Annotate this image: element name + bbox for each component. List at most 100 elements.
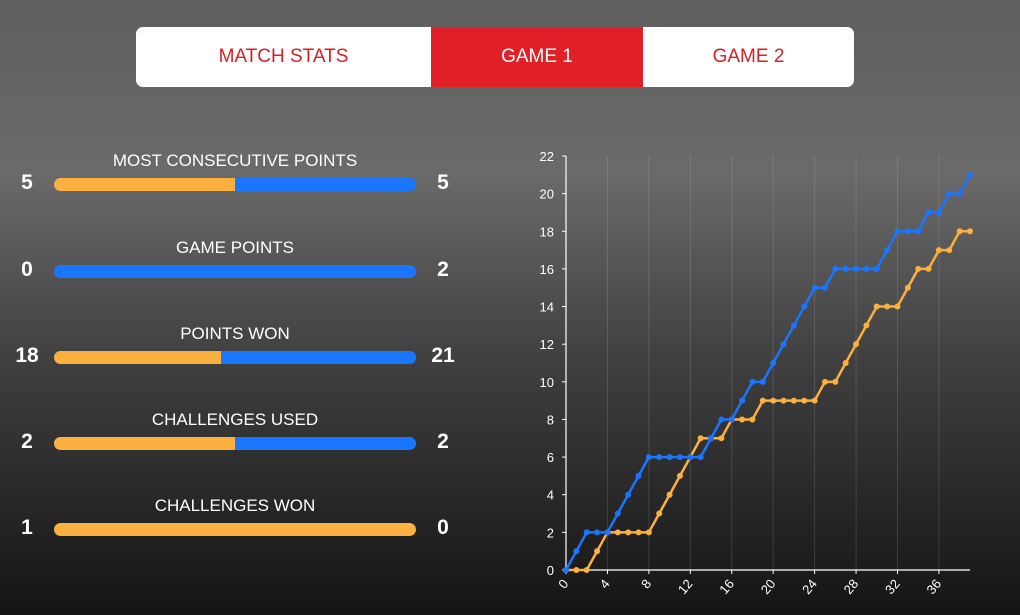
stat-title: CHALLENGES WON bbox=[154, 496, 316, 515]
stat-left-value: 5 bbox=[21, 171, 33, 194]
tab-game-1[interactable]: GAME 1 bbox=[431, 27, 643, 87]
series-point bbox=[790, 322, 797, 329]
bar-right-fill bbox=[221, 351, 416, 364]
series-point bbox=[604, 529, 611, 536]
series-point bbox=[718, 416, 725, 423]
series-point bbox=[635, 529, 642, 536]
series-point bbox=[894, 303, 901, 310]
series-point bbox=[842, 265, 849, 272]
series-point bbox=[915, 228, 922, 235]
tab-game-2[interactable]: GAME 2 bbox=[712, 46, 785, 67]
y-tick-label: 6 bbox=[547, 450, 554, 465]
series-point bbox=[666, 454, 673, 461]
series-point bbox=[697, 435, 704, 442]
series-point bbox=[583, 567, 590, 573]
stat-title: GAME POINTS bbox=[175, 238, 295, 257]
series-point bbox=[583, 529, 590, 536]
stat-left-value: 18 bbox=[15, 344, 39, 367]
series-point bbox=[728, 416, 735, 423]
y-tick-label: 10 bbox=[540, 375, 554, 390]
series-point bbox=[863, 265, 870, 272]
series-point bbox=[894, 228, 901, 235]
series-point bbox=[853, 265, 860, 272]
series-point bbox=[801, 303, 808, 310]
series-point bbox=[925, 265, 932, 272]
bar-right-fill bbox=[235, 437, 416, 450]
series-point bbox=[832, 265, 839, 272]
series-line bbox=[566, 230, 970, 572]
series-point bbox=[935, 209, 942, 216]
series-point bbox=[884, 247, 891, 254]
series-point bbox=[967, 171, 973, 178]
y-tick-label: 2 bbox=[547, 525, 554, 540]
x-tick-label: 16 bbox=[716, 576, 737, 597]
x-tick-label: 0 bbox=[555, 576, 571, 591]
series-point bbox=[946, 190, 953, 197]
bar-right-fill bbox=[54, 265, 416, 278]
series-point bbox=[594, 529, 601, 536]
bar-left-fill bbox=[54, 351, 222, 364]
y-tick-label: 12 bbox=[540, 337, 554, 352]
stat-comparison-bar bbox=[54, 351, 416, 364]
y-tick-label: 4 bbox=[547, 488, 554, 503]
series-point bbox=[946, 247, 953, 254]
game-tab-bar: MATCH STATS GAME 1 GAME 2 bbox=[136, 27, 854, 87]
series-point bbox=[770, 360, 777, 366]
x-tick-label: 8 bbox=[638, 576, 654, 591]
series-point bbox=[904, 284, 911, 291]
x-tick-label: 4 bbox=[597, 576, 613, 591]
series-point bbox=[625, 529, 632, 536]
bar-right-fill bbox=[235, 178, 416, 191]
stat-comparison-bar bbox=[54, 178, 416, 191]
series-point bbox=[563, 567, 569, 573]
x-tick-label: 20 bbox=[758, 576, 779, 597]
x-tick-label: 12 bbox=[675, 576, 696, 597]
series-point bbox=[915, 265, 922, 272]
stat-most-consecutive-points: MOST CONSECUTIVE POINTS 5 5 bbox=[0, 151, 470, 221]
series-point bbox=[884, 303, 891, 310]
y-tick-label: 0 bbox=[547, 563, 554, 578]
series-point bbox=[645, 454, 652, 461]
stat-points-won: POINTS WON 18 21 bbox=[0, 324, 470, 394]
stat-right-value: 5 bbox=[437, 171, 449, 194]
stat-title: CHALLENGES USED bbox=[151, 410, 319, 429]
series-point bbox=[614, 510, 621, 517]
stat-left-value: 2 bbox=[21, 430, 33, 453]
stat-challenges-used: CHALLENGES USED 2 2 bbox=[0, 410, 470, 480]
series-point bbox=[666, 491, 673, 498]
series-point bbox=[676, 454, 683, 461]
stat-title: MOST CONSECUTIVE POINTS bbox=[112, 151, 358, 170]
stat-title: POINTS WON bbox=[180, 324, 290, 343]
stat-comparison-bar bbox=[54, 437, 416, 450]
tab-match-stats[interactable]: MATCH STATS bbox=[218, 46, 349, 67]
series-point bbox=[573, 567, 580, 573]
bar-left-fill bbox=[54, 178, 235, 191]
series-point bbox=[904, 228, 911, 235]
series-point bbox=[780, 397, 787, 404]
series-point bbox=[635, 472, 642, 479]
stat-challenges-won: CHALLENGES WON 1 0 bbox=[0, 496, 470, 566]
series-point bbox=[956, 228, 963, 235]
series-point bbox=[770, 397, 777, 404]
series-point bbox=[873, 265, 880, 272]
series-point bbox=[873, 303, 880, 310]
series-point bbox=[956, 190, 963, 197]
y-tick-label: 20 bbox=[540, 187, 554, 202]
series-point bbox=[780, 341, 787, 348]
stat-left-value: 0 bbox=[21, 258, 33, 281]
series-point bbox=[594, 548, 601, 555]
series-point bbox=[687, 454, 694, 461]
series-point bbox=[573, 548, 580, 555]
series-point bbox=[967, 228, 973, 235]
x-tick-label: 36 bbox=[923, 576, 944, 597]
x-tick-label: 28 bbox=[841, 576, 862, 597]
series-point bbox=[749, 378, 756, 385]
series-point bbox=[759, 378, 766, 385]
x-tick-label: 24 bbox=[799, 576, 820, 597]
series-point bbox=[759, 397, 766, 404]
series-point bbox=[853, 341, 860, 348]
stat-right-value: 0 bbox=[437, 516, 449, 539]
series-point bbox=[697, 454, 704, 461]
series-point bbox=[842, 360, 849, 366]
